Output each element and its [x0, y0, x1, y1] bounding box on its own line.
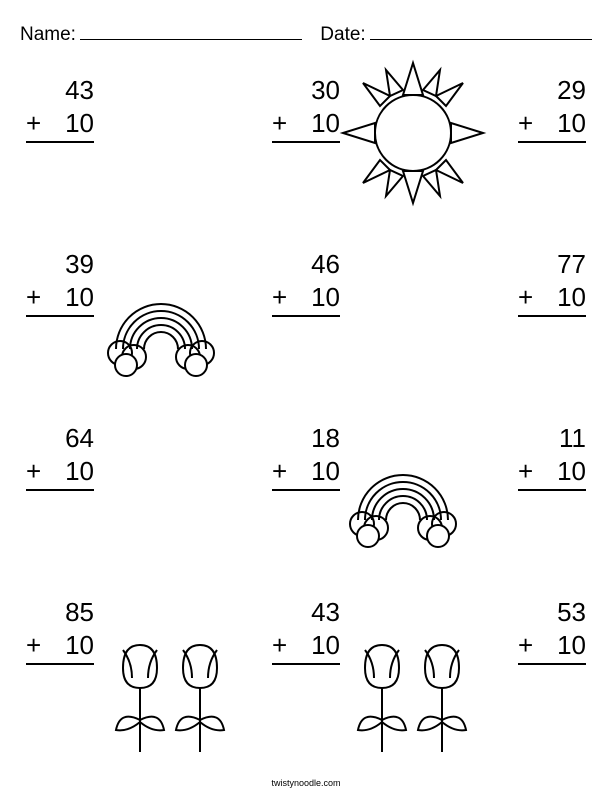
answer-line — [26, 141, 94, 143]
addition-problem: 46 +10 — [272, 248, 340, 418]
top-addend: 39 — [26, 248, 94, 281]
answer-line — [518, 141, 586, 143]
name-label: Name: — [20, 24, 76, 46]
addition-problem: 11 +10 — [518, 422, 586, 592]
top-addend: 43 — [26, 74, 94, 107]
problem-grid: 43 +10 30 +10 29 +10 39 +10 46 +10 77 +1… — [20, 74, 592, 766]
operator: + — [272, 629, 290, 662]
top-addend: 30 — [272, 74, 340, 107]
name-line[interactable] — [80, 22, 302, 40]
bottom-addend: 10 — [536, 281, 586, 314]
addition-problem: 29 +10 — [518, 74, 586, 244]
answer-line — [518, 489, 586, 491]
top-addend: 46 — [272, 248, 340, 281]
operator: + — [272, 107, 290, 140]
operator: + — [272, 281, 290, 314]
operator: + — [518, 455, 536, 488]
top-addend: 29 — [518, 74, 586, 107]
answer-line — [518, 663, 586, 665]
top-addend: 77 — [518, 248, 586, 281]
answer-line — [272, 489, 340, 491]
bottom-addend: 10 — [44, 629, 94, 662]
top-addend: 53 — [518, 596, 586, 629]
addition-problem: 53 +10 — [518, 596, 586, 766]
operator: + — [26, 455, 44, 488]
bottom-addend: 10 — [44, 107, 94, 140]
bottom-addend: 10 — [44, 455, 94, 488]
addition-problem: 39 +10 — [26, 248, 94, 418]
top-addend: 11 — [518, 422, 586, 455]
operator: + — [26, 107, 44, 140]
answer-line — [272, 315, 340, 317]
answer-line — [272, 141, 340, 143]
top-addend: 85 — [26, 596, 94, 629]
answer-line — [26, 663, 94, 665]
top-addend: 43 — [272, 596, 340, 629]
operator: + — [518, 107, 536, 140]
answer-line — [518, 315, 586, 317]
answer-line — [272, 663, 340, 665]
answer-line — [26, 315, 94, 317]
addition-problem: 77 +10 — [518, 248, 586, 418]
addition-problem: 43 +10 — [272, 596, 340, 766]
date-label: Date: — [320, 24, 365, 46]
top-addend: 64 — [26, 422, 94, 455]
worksheet-header: Name: Date: — [20, 22, 592, 46]
bottom-addend: 10 — [290, 107, 340, 140]
operator: + — [272, 455, 290, 488]
addition-problem: 43 +10 — [26, 74, 94, 244]
bottom-addend: 10 — [290, 281, 340, 314]
addition-problem: 85 +10 — [26, 596, 94, 766]
addition-problem: 18 +10 — [272, 422, 340, 592]
bottom-addend: 10 — [536, 455, 586, 488]
addition-problem: 64 +10 — [26, 422, 94, 592]
addition-problem: 30 +10 — [272, 74, 340, 244]
top-addend: 18 — [272, 422, 340, 455]
operator: + — [518, 629, 536, 662]
answer-line — [26, 489, 94, 491]
bottom-addend: 10 — [290, 629, 340, 662]
bottom-addend: 10 — [536, 629, 586, 662]
operator: + — [518, 281, 536, 314]
date-line[interactable] — [370, 22, 592, 40]
footer-credit: twistynoodle.com — [0, 778, 612, 788]
bottom-addend: 10 — [290, 455, 340, 488]
operator: + — [26, 629, 44, 662]
operator: + — [26, 281, 44, 314]
bottom-addend: 10 — [44, 281, 94, 314]
bottom-addend: 10 — [536, 107, 586, 140]
